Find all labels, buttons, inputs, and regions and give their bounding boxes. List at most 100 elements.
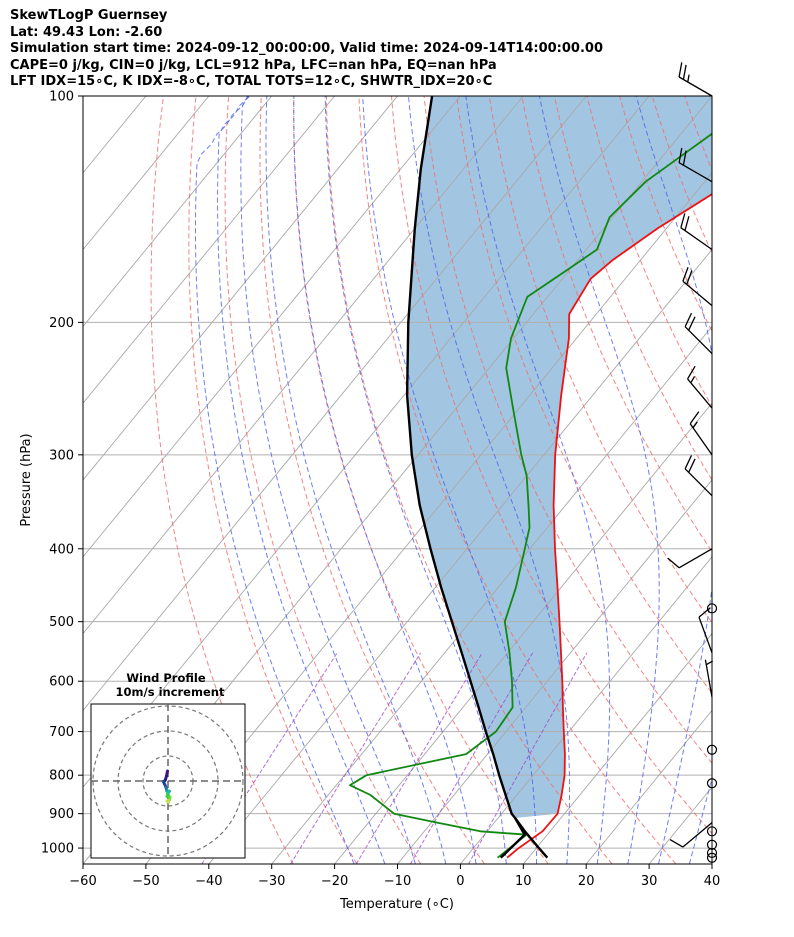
parcel-profile-line — [405, 96, 549, 859]
isotherm-line — [775, 96, 794, 864]
isotherm-line — [460, 556, 712, 864]
dry-adiabat — [391, 96, 712, 835]
y-tick-label: 1000 — [41, 842, 74, 857]
wind-barb-flag — [680, 213, 686, 228]
isotherm-line — [334, 402, 712, 864]
wind-barb-staff — [678, 76, 713, 97]
wind-barb-flag — [684, 312, 693, 327]
wind-barb-staff — [680, 227, 713, 251]
dry-adiabat — [488, 96, 712, 624]
hodograph-plot — [91, 704, 245, 858]
isotherm-line — [83, 96, 461, 558]
wind-barb-staff — [682, 822, 713, 848]
dry-adiabat — [456, 96, 712, 694]
dry-adiabat — [224, 96, 422, 864]
isotherm-line — [271, 325, 712, 864]
parcel_dry_leg-profile-line — [499, 817, 526, 859]
x-tick-label: −60 — [69, 874, 96, 889]
y-tick-label: 500 — [49, 615, 74, 630]
wind-barb-staff — [682, 280, 713, 307]
x-axis-label: Temperature (∘C) — [339, 897, 454, 912]
title-line-3: Simulation start time: 2024-09-12_00:00:… — [10, 41, 603, 57]
hodograph-subtitle: 10m/s increment — [116, 685, 225, 699]
isotherm-line — [83, 96, 84, 97]
wind-barb-flag — [667, 557, 680, 569]
wind-barb-flag — [682, 267, 689, 282]
y-tick-label: 300 — [49, 448, 74, 463]
cin-cape-shading — [407, 96, 712, 818]
wind-barb-staff — [689, 423, 713, 456]
y-tick-label: 200 — [49, 316, 74, 331]
x-tick-label: 30 — [641, 874, 658, 889]
isotherm-line — [83, 96, 524, 635]
mixing-ratio-line — [409, 652, 534, 864]
isotherm-line — [83, 96, 398, 481]
dry-adiabat — [259, 96, 485, 864]
wind-barb-flag — [682, 150, 687, 166]
wind-barb-flag — [688, 458, 696, 473]
x-tick-label: 0 — [456, 874, 464, 889]
dry-adiabat — [521, 96, 712, 553]
wind-barb-flag — [678, 147, 683, 163]
moist-adiabat — [635, 96, 712, 864]
isotherm-line — [711, 863, 712, 864]
isotherm-line — [208, 248, 712, 864]
x-tick-label: 20 — [578, 874, 595, 889]
wind-barb-staff — [684, 326, 713, 354]
y-tick-label: 800 — [49, 769, 74, 784]
wind-barb-flag — [684, 216, 690, 231]
title-line-2: Lat: 49.43 Lon: -2.60 — [10, 24, 163, 40]
x-tick-label: −20 — [321, 874, 348, 889]
wind-barb-flag — [669, 838, 684, 848]
dry-adiabat — [783, 96, 794, 864]
x-tick-label: −50 — [132, 874, 159, 889]
dry-adiabat — [717, 96, 794, 864]
y-tick-label: 900 — [49, 807, 74, 822]
isotherm-line — [83, 96, 273, 328]
dry-adiabat — [358, 96, 677, 864]
wind-barb-flag — [688, 316, 696, 331]
hodograph-trace-segment — [165, 799, 171, 804]
wind-barb-staff — [678, 162, 713, 183]
x-tick-label: 40 — [704, 874, 721, 889]
isotherm-line — [83, 96, 587, 712]
chart-title-block: SkewTLogP Guernsey Lat: 49.43 Lon: -2.60… — [10, 8, 603, 91]
wind-barb-half-flag — [687, 74, 690, 83]
dry-adiabat — [586, 96, 712, 408]
isotherm-line — [585, 709, 712, 864]
wind-barb-flag — [689, 411, 700, 425]
isotherm-line — [83, 96, 210, 251]
x-tick-label: −40 — [195, 874, 222, 889]
moist-adiabat — [465, 96, 611, 864]
moist-adiabat — [265, 96, 447, 864]
y-tick-label: 600 — [49, 675, 74, 690]
wind-barb-half-flag — [692, 421, 698, 429]
wind-barb-flag — [678, 62, 683, 78]
temperature-profile-line — [506, 192, 712, 859]
dry-adiabat — [325, 96, 613, 864]
x-tick-label: −30 — [258, 874, 285, 889]
dry-adiabat — [553, 96, 712, 481]
moist-adiabat — [195, 96, 355, 864]
y-tick-label: 700 — [49, 725, 74, 740]
wind-barb-staff — [687, 378, 713, 409]
title-line-4: CAPE=0 j/kg, CIN=0 j/kg, LCL=912 hPa, LF… — [10, 57, 497, 73]
moist-adiabat — [538, 96, 660, 864]
dry-adiabat — [188, 96, 358, 864]
dewpoint-profile-line — [349, 132, 712, 859]
dry-adiabat — [423, 96, 712, 764]
mixing-ratio-line — [355, 652, 483, 864]
isotherm-line — [145, 172, 712, 864]
wind-barb-flag — [684, 455, 693, 470]
moist-adiabat — [362, 96, 537, 864]
moist-adiabat — [240, 96, 416, 864]
wind-barb-flag — [686, 270, 693, 285]
wind-barb-half-flag — [690, 376, 696, 384]
isotherm-line — [522, 632, 712, 864]
wind-barb-flag — [687, 365, 696, 380]
isotherm-line — [83, 96, 335, 404]
mixing-ratio-line — [468, 652, 588, 864]
moist-adiabat — [408, 96, 570, 864]
wind-barb-staff — [684, 468, 713, 497]
